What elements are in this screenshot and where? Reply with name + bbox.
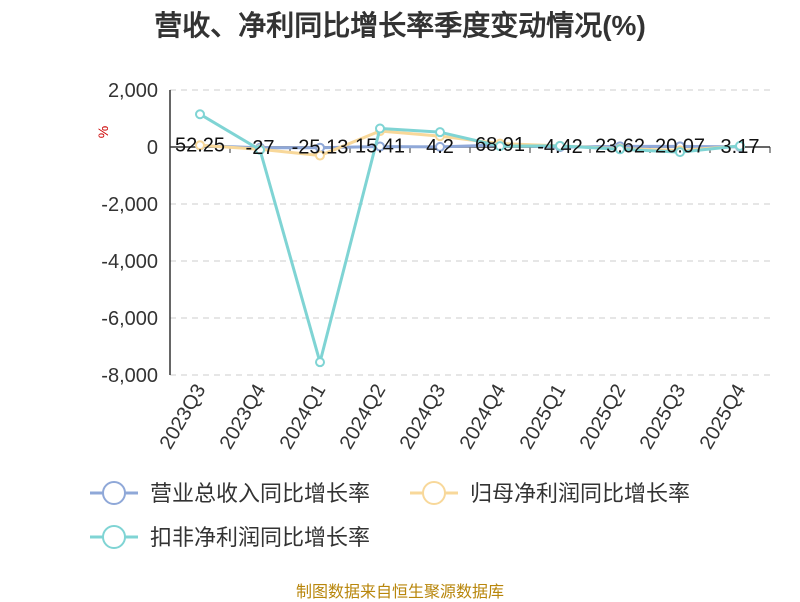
data-label: -4.42 bbox=[537, 136, 583, 158]
source-note: 制图数据来自恒生聚源数据库 bbox=[295, 584, 504, 601]
data-point bbox=[735, 140, 745, 151]
legend-label: 扣非净利润同比增长率 bbox=[150, 525, 370, 550]
x-tick-label: 2024Q2 bbox=[336, 381, 391, 454]
y-axis-label: % bbox=[95, 126, 111, 138]
data-label: 4.2 bbox=[426, 136, 454, 158]
x-tick-label: 2025Q3 bbox=[636, 381, 691, 454]
data-point bbox=[495, 141, 505, 152]
data-point bbox=[315, 357, 325, 368]
data-point bbox=[255, 144, 265, 155]
data-point bbox=[435, 127, 445, 138]
data-label: -25.13 bbox=[292, 137, 349, 159]
data-label: 23.62 bbox=[595, 135, 645, 157]
legend-marker bbox=[102, 525, 126, 549]
x-tick-label: 2023Q4 bbox=[216, 381, 271, 454]
data-label: 52.25 bbox=[175, 135, 225, 157]
data-point bbox=[195, 109, 205, 120]
x-tick-label: 2025Q4 bbox=[696, 381, 751, 454]
series-line-3 bbox=[199, 112, 741, 364]
data-point bbox=[615, 144, 625, 155]
y-tick-label: 0 bbox=[147, 137, 158, 159]
y-tick-label: -6,000 bbox=[101, 308, 158, 330]
legend-label: 营业总收入同比增长率 bbox=[150, 481, 370, 506]
legend-marker bbox=[422, 481, 446, 505]
data-label: 15.41 bbox=[355, 136, 405, 158]
legend-marker bbox=[102, 481, 126, 505]
x-tick-label: 2025Q2 bbox=[576, 381, 631, 454]
data-point bbox=[375, 123, 385, 134]
data-label: -27 bbox=[246, 137, 275, 159]
legend-label: 归母净利润同比增长率 bbox=[470, 481, 690, 506]
data-point bbox=[435, 141, 445, 152]
data-label: 3.17 bbox=[721, 136, 760, 158]
chart-title: 营收、净利同比增长率季度变动情况(%) bbox=[154, 10, 646, 41]
series-line-1 bbox=[199, 143, 741, 150]
y-tick-label: 2,000 bbox=[108, 80, 158, 102]
y-tick-label: -2,000 bbox=[101, 194, 158, 216]
x-tick-label: 2025Q1 bbox=[516, 381, 571, 454]
x-tick-label: 2023Q3 bbox=[156, 381, 211, 454]
x-tick-label: 2024Q1 bbox=[276, 381, 331, 454]
x-tick-label: 2024Q4 bbox=[456, 381, 511, 454]
x-tick-label: 2024Q3 bbox=[396, 381, 451, 454]
data-point bbox=[555, 140, 565, 151]
y-tick-label: -8,000 bbox=[101, 365, 158, 387]
data-label: 20.07 bbox=[655, 135, 705, 157]
data-point bbox=[675, 147, 685, 158]
data-point bbox=[195, 140, 205, 151]
y-tick-label: -4,000 bbox=[101, 251, 158, 273]
data-label: 68.91 bbox=[475, 134, 525, 156]
data-point bbox=[315, 150, 325, 161]
